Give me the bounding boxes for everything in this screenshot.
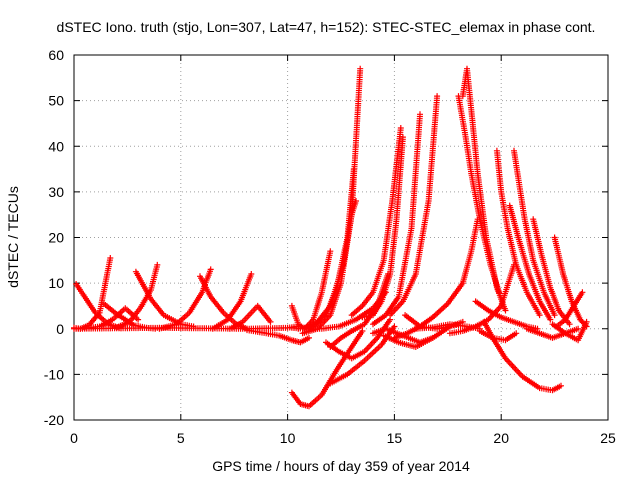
data-series [299, 65, 364, 337]
x-axis-title: GPS time / hours of day 359 of year 2014 [212, 458, 470, 474]
series-markers [244, 327, 312, 346]
series-markers [551, 234, 590, 330]
data-series [476, 328, 520, 344]
series-markers [511, 147, 558, 319]
data-series [73, 281, 124, 332]
series-markers [370, 111, 423, 328]
data-series [455, 93, 503, 296]
data-series [244, 327, 312, 346]
series-markers [391, 216, 481, 341]
y-tick-label: -20 [44, 412, 64, 428]
series-markers [493, 147, 543, 319]
x-tick-label: 25 [600, 430, 616, 446]
x-tick-label: 5 [177, 430, 185, 446]
data-series [446, 261, 517, 337]
series-markers [132, 268, 197, 330]
data-series [348, 125, 404, 319]
series-markers [73, 281, 124, 332]
data-series [549, 318, 590, 344]
data-series [387, 93, 441, 319]
data-series [511, 147, 558, 319]
data-series [288, 328, 366, 410]
data-series [551, 234, 590, 330]
ticks-layer: 0 5 10 15 20 25 -20 -10 0 10 20 30 40 50 60 [44, 47, 616, 446]
x-tick-label: 20 [493, 430, 509, 446]
x-tick-label: 10 [280, 430, 296, 446]
data-series [359, 134, 406, 321]
series-markers [288, 328, 366, 410]
series-markers [476, 328, 520, 344]
y-axis-title: dSTEC / TECUs [5, 186, 21, 288]
series-markers [348, 125, 404, 319]
series-markers [359, 134, 406, 321]
series-markers [481, 318, 564, 394]
data-series [493, 147, 543, 319]
data-series [370, 111, 423, 328]
series-markers [549, 318, 590, 344]
series-markers [530, 216, 573, 328]
y-tick-label: -10 [44, 366, 64, 382]
data-series [71, 323, 300, 332]
x-tick-label: 0 [70, 430, 78, 446]
data-series [391, 216, 481, 341]
y-tick-label: 30 [48, 184, 64, 200]
y-tick-label: 60 [48, 47, 64, 63]
marks-layer [71, 65, 590, 410]
y-tick-label: 40 [48, 138, 64, 154]
series-markers [455, 93, 503, 296]
y-tick-label: 20 [48, 230, 64, 246]
series-markers [387, 93, 441, 319]
data-series [506, 202, 554, 323]
series-markers [446, 261, 517, 337]
chart-title: dSTEC Iono. truth (stjo, Lon=307, Lat=47… [57, 19, 596, 35]
data-series [132, 268, 197, 330]
y-tick-label: 10 [48, 275, 64, 291]
data-series [481, 318, 564, 394]
series-markers [506, 202, 554, 323]
series-markers [71, 323, 300, 332]
y-tick-label: 50 [48, 93, 64, 109]
x-tick-label: 15 [387, 430, 403, 446]
series-markers [299, 65, 364, 337]
data-series [530, 216, 573, 328]
y-tick-label: 0 [56, 321, 64, 337]
